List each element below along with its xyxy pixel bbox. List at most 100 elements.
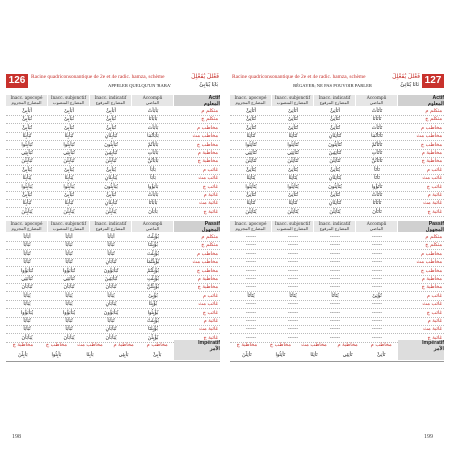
verb-form: ------ (371, 250, 383, 257)
verb-form: يُبَأْبِئَا (22, 175, 32, 182)
verb-form: تُبَأْبِئُ (106, 124, 116, 131)
verb-form: أُتَأْتِئُ (330, 108, 340, 114)
verb-form: نُتَأْتِئْ (246, 116, 256, 123)
verb-form: نُبَأْبِئُ (106, 116, 116, 123)
row-rule (6, 207, 220, 209)
verb-form: يُتَأْتِئَ (288, 166, 298, 173)
verb-form: يُتَأْتِئُوا (287, 183, 299, 190)
verb-form: تُبَأْبِئِينَ (104, 150, 118, 156)
verb-form: يُبَأْبَؤُوا (62, 309, 76, 316)
verb-form: ------ (329, 309, 341, 316)
row-rule (230, 140, 444, 142)
column-header: Inacc. apocopé المضارع المجزوم (6, 221, 47, 232)
verb-form: ------ (287, 276, 299, 282)
verb-form: ------ (329, 250, 341, 257)
verb-form: بَأْبَأَتْ (147, 192, 159, 198)
verb-form: تُؤْتِئَ (372, 292, 382, 299)
section-label-fr: Passif (204, 221, 220, 227)
verb-form: ------ (287, 284, 299, 291)
verb-form: تُبَأْبِئْنَ (21, 158, 33, 165)
pronoun: مخاطب مث (416, 133, 443, 140)
pronoun: مخاطبة ج (197, 158, 218, 165)
page-number: 126 (6, 74, 28, 88)
column-header: Inacc. apocopé المضارع المجزوم (230, 221, 271, 232)
verb-form: تُتَأْتِئُوا (245, 141, 257, 148)
pronoun: غائبة مث (423, 326, 442, 333)
title: Racine quadriconsonantique de 2e et 4e r… (232, 74, 366, 80)
verb-form: يُبَأْبِئْنَ (105, 208, 117, 215)
verb-form: بُؤْبِئَ (148, 292, 158, 299)
verb-form: ------ (287, 326, 299, 333)
verb-form: بَأْبَأْتَ (147, 124, 159, 131)
pronoun: غائبة م (203, 318, 218, 324)
verb-form: أُبَأْبَأُ (107, 234, 115, 240)
verb-form: تَأْتَأْتُمَا (371, 133, 383, 140)
verb-form: أُبَأْبَأَ (65, 234, 73, 240)
column-header-fr: Inacc. apocopé (10, 95, 43, 100)
verb-form: بُؤْبِئُوا (147, 309, 159, 316)
section-label-fr: Actif (208, 95, 220, 101)
imperative-pronoun: مخاطب ج (269, 342, 291, 348)
column-header-ar: المضارع المنصوب (276, 100, 309, 105)
verb-form: تُبَأْبَأْنَ (21, 284, 33, 291)
verb-form: يُتَأْتَأَ (289, 292, 297, 299)
column-header-ar: المضارع المرفوع (319, 226, 350, 231)
verb-form: تُتَأْتِئِي (287, 150, 299, 156)
column-header-ar: المضارع المرفوع (95, 226, 126, 231)
pronoun: مخاطبة ج (421, 284, 442, 291)
column-header-fr: Inacc. subjonctif (274, 95, 311, 100)
verb-form: نُتَأْتِئَ (288, 116, 298, 123)
verb-form: ------ (371, 318, 383, 324)
verb-form: يُبَأْبِئُ (106, 166, 116, 173)
verb-form: تُبَأْبِئِي (21, 150, 33, 156)
verb-form: يُتَأْتِئْنَ (329, 208, 341, 215)
row-rule (230, 257, 444, 259)
verb-form: تُبَأْبَآ (65, 259, 73, 266)
row-rule (6, 257, 220, 259)
verb-form: تُبَأْبَؤُوا (62, 267, 76, 274)
verb-form: أُبَأْبِئْ (22, 108, 32, 114)
row-rule (230, 333, 444, 335)
column-header-ar: المضارع المجزوم (235, 226, 266, 231)
verb-form: يُبَأْبَأْ (23, 292, 31, 299)
verb-form: بُؤْبِئْتُ (147, 234, 159, 240)
row-rule (230, 308, 444, 310)
row-rule (6, 148, 220, 150)
verb-form: بَأْبَأْتُمْ (147, 141, 159, 148)
section-label: Passif المجهول (398, 221, 444, 232)
verb-form: يُتَأْتِئَا (246, 175, 256, 182)
pronoun: غائبة م (427, 192, 442, 198)
verb-form: تَأْتَآ (374, 175, 380, 182)
imperative-form: تَأْتِئِي (342, 352, 353, 358)
row-rule (230, 291, 444, 293)
meaning: BÉGAYER; NE PAS POUVOIR PARLER (293, 83, 372, 88)
pronoun: مخاطبة م (197, 150, 218, 156)
verb-form: ------ (329, 234, 341, 240)
column-header: Inacc. subjonctif المضارع المنصوب (272, 95, 313, 106)
verb-form: ------ (287, 309, 299, 316)
column-header-ar: المضارع المنصوب (52, 100, 85, 105)
imperative-form: تَأْتِئُوا (275, 352, 286, 358)
column-header-fr: Inacc. indicatif (318, 95, 351, 100)
pronoun: مخاطب مث (192, 133, 219, 140)
page-number: 127 (422, 74, 444, 88)
verb-form: يُتَأْتِئُونَ (328, 183, 342, 190)
verb-form: تُتَأْتِئُ (330, 192, 340, 198)
verb-form: ------ (245, 259, 257, 266)
verb-form: يُبَأْبِئُونَ (104, 183, 118, 190)
row-rule (6, 266, 220, 268)
verb-form: تُتَأْتِئَا (288, 200, 298, 207)
verb-form: يُتَأْتِئْنَ (245, 208, 257, 215)
verb-form: ------ (371, 242, 383, 249)
verb-form: ------ (287, 334, 299, 341)
verb-form: ------ (371, 276, 383, 282)
verb-form: تُتَأْتِئُونَ (328, 141, 342, 148)
imperative-pronoun: مخاطب مث (77, 342, 103, 348)
verb-form: تُبَأْبِئْ (22, 192, 32, 198)
verb-form: بَأْبَأْتُنَّ (147, 158, 159, 165)
row-rule (6, 283, 220, 284)
row-rule (230, 283, 444, 284)
verb-form: ------ (329, 334, 341, 341)
verb-form: أُبَأْبِئُ (106, 108, 116, 114)
section-label-ar: الأمر (433, 346, 444, 352)
